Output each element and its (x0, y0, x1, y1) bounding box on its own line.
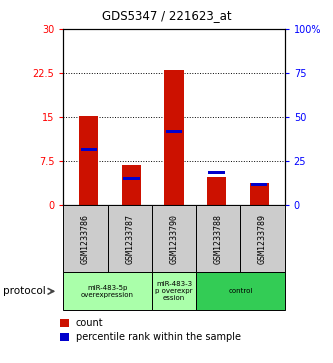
Bar (79, 116, 99, 205)
Bar (208, 171, 225, 174)
Bar (81, 148, 97, 151)
Text: GSM1233790: GSM1233790 (169, 214, 178, 264)
Text: count: count (76, 318, 104, 328)
Text: GSM1233788: GSM1233788 (214, 214, 223, 264)
Text: miR-483-5p
overexpression: miR-483-5p overexpression (81, 285, 134, 298)
Text: percentile rank within the sample: percentile rank within the sample (76, 332, 241, 342)
Bar (166, 130, 182, 133)
Text: GSM1233789: GSM1233789 (258, 214, 267, 264)
Text: control: control (228, 288, 253, 294)
Text: GSM1233787: GSM1233787 (125, 214, 134, 264)
Text: miR-483-3
p overexpr
ession: miR-483-3 p overexpr ession (155, 281, 193, 301)
Text: GSM1233786: GSM1233786 (81, 214, 90, 264)
Bar (122, 165, 141, 205)
Bar (249, 183, 269, 205)
Text: protocol: protocol (3, 286, 46, 296)
Bar (251, 183, 267, 186)
Bar (123, 177, 140, 180)
Bar (165, 70, 183, 205)
Text: GDS5347 / 221623_at: GDS5347 / 221623_at (102, 9, 231, 22)
Bar (207, 177, 226, 205)
